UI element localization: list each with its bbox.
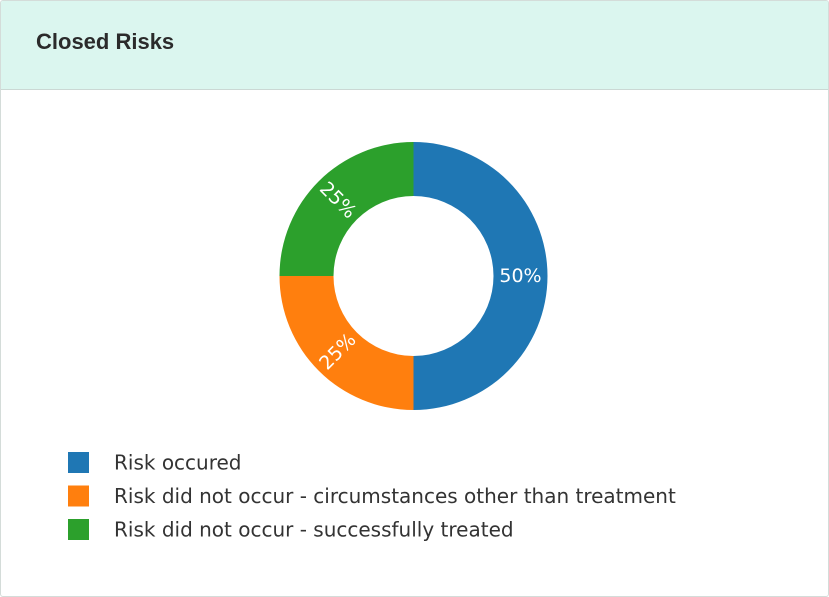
panel-header: Closed Risks	[1, 1, 828, 90]
donut-slices	[279, 142, 548, 410]
legend-label-2[interactable]: Risk did not occur - circumstances other…	[114, 484, 676, 508]
legend-swatch-1[interactable]	[68, 452, 89, 473]
slice-percent-label-1: 50%	[499, 265, 541, 287]
panel-title: Closed Risks	[36, 29, 175, 54]
donut-slice-3[interactable]	[279, 142, 414, 276]
legend-label-3[interactable]: Risk did not occur - successfully treate…	[114, 518, 514, 542]
legend-swatch-2[interactable]	[68, 485, 89, 507]
legend-label-1[interactable]: Risk occured	[114, 451, 242, 475]
chart-legend: Risk occured Risk did not occur - circums…	[68, 451, 676, 542]
donut-slice-2[interactable]	[279, 276, 414, 410]
donut-slice-1[interactable]	[413, 142, 548, 410]
legend-swatch-3[interactable]	[68, 519, 89, 540]
